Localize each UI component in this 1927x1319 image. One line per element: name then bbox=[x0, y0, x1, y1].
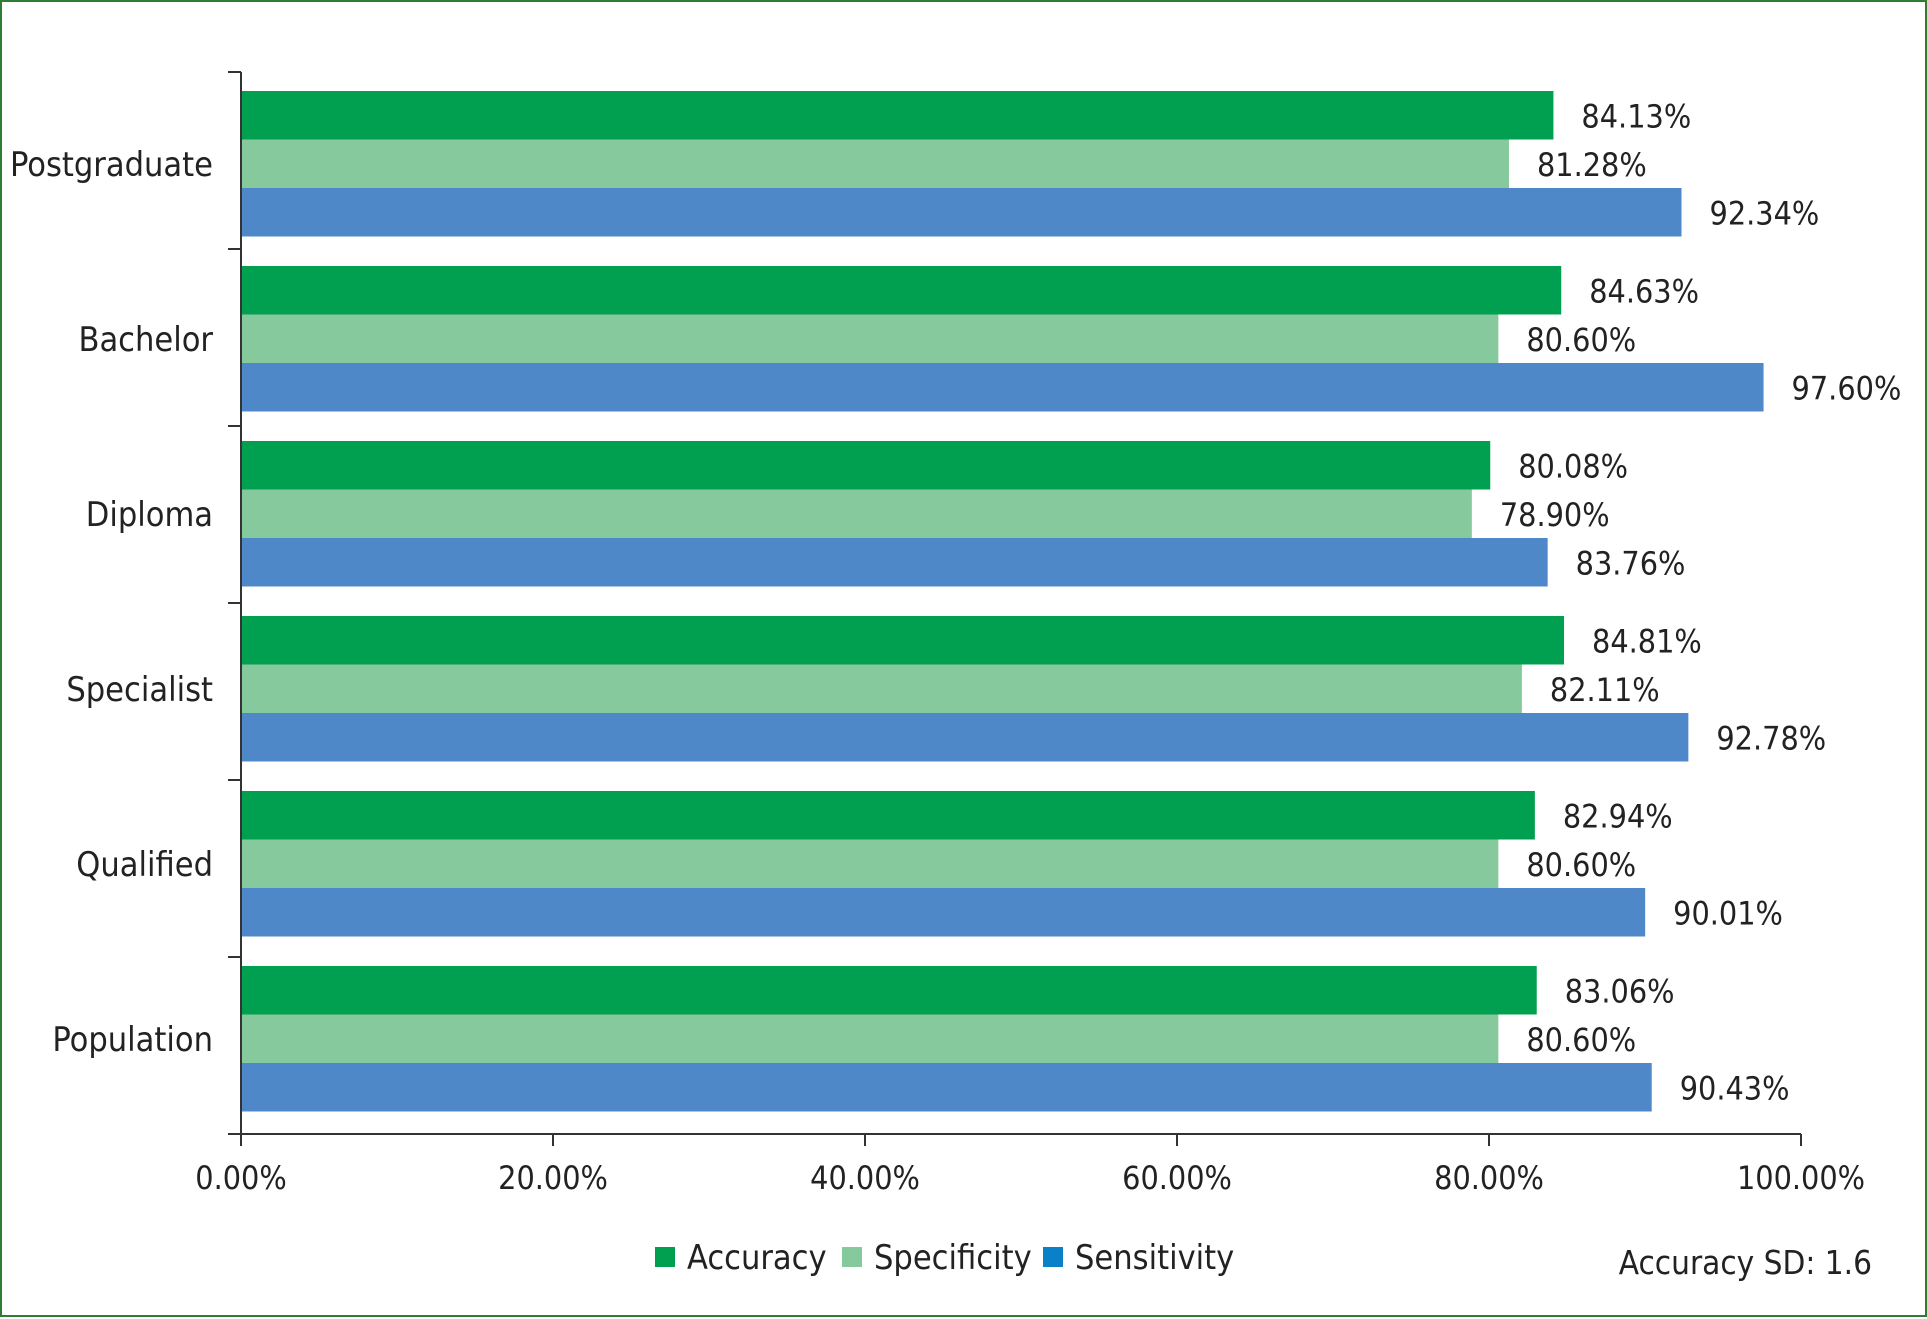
value-label: 97.60% bbox=[1792, 369, 1902, 407]
value-label: 92.78% bbox=[1716, 719, 1826, 757]
x-tick-label: 20.00% bbox=[498, 1159, 608, 1197]
value-label: 90.01% bbox=[1673, 894, 1783, 932]
bar-specificity-diploma bbox=[241, 489, 1472, 538]
bar-sensitivity-qualified bbox=[241, 888, 1646, 937]
bar-accuracy-diploma bbox=[241, 441, 1491, 490]
bar-specificity-bachelor bbox=[241, 314, 1499, 363]
value-label: 80.60% bbox=[1526, 1021, 1636, 1059]
sd-annotation: Accuracy SD: 1.6 bbox=[1619, 1243, 1872, 1282]
value-label: 82.11% bbox=[1550, 671, 1660, 709]
bar-accuracy-qualified bbox=[241, 791, 1535, 840]
value-label: 82.94% bbox=[1563, 797, 1673, 835]
x-tick-label: 0.00% bbox=[195, 1159, 286, 1197]
value-label: 83.06% bbox=[1565, 972, 1675, 1010]
value-label: 81.28% bbox=[1537, 146, 1647, 184]
bar-accuracy-specialist bbox=[241, 616, 1565, 665]
bar-sensitivity-postgraduate bbox=[241, 188, 1682, 237]
bar-sensitivity-bachelor bbox=[241, 363, 1764, 412]
category-label: Diploma bbox=[86, 495, 213, 535]
value-label: 84.63% bbox=[1589, 272, 1699, 310]
category-label: Specialist bbox=[66, 670, 213, 710]
bar-sensitivity-population bbox=[241, 1063, 1652, 1112]
bar-accuracy-population bbox=[241, 966, 1537, 1015]
value-label: 83.76% bbox=[1576, 544, 1686, 582]
bar-sensitivity-diploma bbox=[241, 538, 1548, 587]
legend-label-specificity: Specificity bbox=[874, 1238, 1032, 1278]
category-label: Bachelor bbox=[78, 320, 213, 360]
category-label: Postgraduate bbox=[10, 145, 213, 185]
category-label: Qualified bbox=[76, 845, 213, 885]
axes-group: 0.00% 20.00% 40.00% 60.00% 80.00% 100.00% bbox=[195, 71, 1865, 1197]
x-tick-label: 80.00% bbox=[1434, 1159, 1544, 1197]
bar-specificity-specialist bbox=[241, 664, 1522, 713]
value-label: 90.43% bbox=[1680, 1069, 1790, 1107]
value-label: 92.34% bbox=[1710, 194, 1820, 232]
bar-accuracy-postgraduate bbox=[241, 91, 1554, 140]
bar-specificity-population bbox=[241, 1014, 1499, 1063]
legend-label-accuracy: Accuracy bbox=[687, 1238, 827, 1278]
bars-group bbox=[241, 91, 1764, 1112]
legend-swatch-sensitivity bbox=[1043, 1247, 1063, 1267]
value-label: 78.90% bbox=[1500, 496, 1610, 534]
legend-swatch-accuracy bbox=[655, 1247, 675, 1267]
value-label: 80.08% bbox=[1518, 447, 1628, 485]
x-tick-label: 40.00% bbox=[810, 1159, 920, 1197]
legend-label-sensitivity: Sensitivity bbox=[1075, 1238, 1234, 1278]
x-tick-label: 60.00% bbox=[1122, 1159, 1232, 1197]
value-label: 84.81% bbox=[1592, 622, 1702, 660]
bar-specificity-postgraduate bbox=[241, 139, 1509, 188]
x-tick-label: 100.00% bbox=[1737, 1159, 1865, 1197]
legend: Accuracy Specificity Sensitivity bbox=[655, 1238, 1234, 1278]
category-label: Population bbox=[52, 1020, 213, 1060]
legend-swatch-specificity bbox=[842, 1247, 862, 1267]
value-label: 84.13% bbox=[1581, 97, 1691, 135]
bar-sensitivity-specialist bbox=[241, 713, 1689, 762]
bar-accuracy-bachelor bbox=[241, 266, 1562, 315]
value-label: 80.60% bbox=[1526, 321, 1636, 359]
bar-specificity-qualified bbox=[241, 839, 1499, 888]
value-label: 80.60% bbox=[1526, 846, 1636, 884]
labels-group: 84.13% 81.28% 92.34% Postgraduate 84.63% 80.6… bbox=[10, 97, 1901, 1107]
